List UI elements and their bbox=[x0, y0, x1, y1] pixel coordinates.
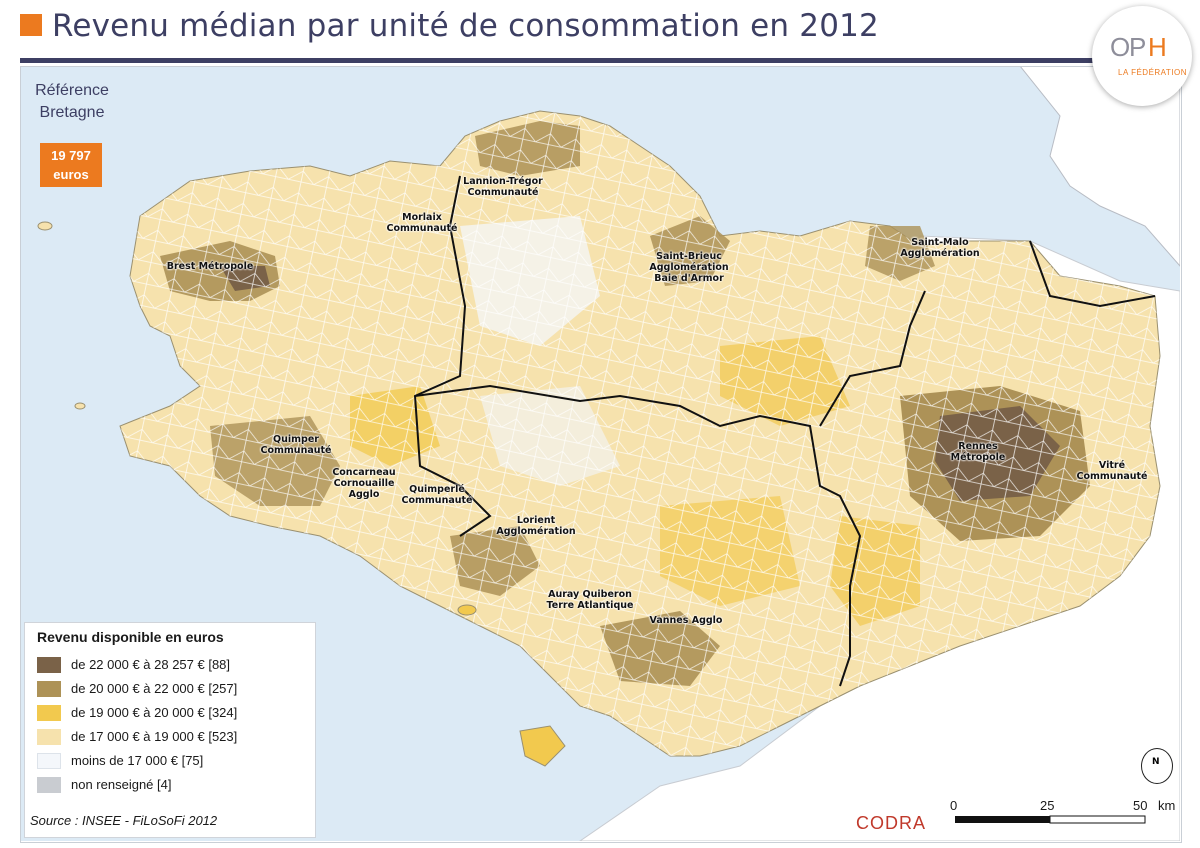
legend-swatch bbox=[37, 657, 61, 673]
legend-swatch bbox=[37, 777, 61, 793]
logo-subtitle: LA FÉDÉRATION bbox=[1118, 68, 1188, 77]
scale-tick-0: 0 bbox=[950, 798, 958, 813]
legend-label: de 20 000 € à 22 000 € [257] bbox=[71, 681, 238, 696]
logo-letter-h: H bbox=[1148, 32, 1167, 62]
reference-label: Référence Bretagne bbox=[24, 80, 120, 124]
title-marker bbox=[20, 14, 42, 36]
map-canvas bbox=[20, 66, 1180, 841]
label-vitre: Vitré Communauté bbox=[1076, 460, 1148, 482]
label-quimperle: Quimperlé Communauté bbox=[401, 484, 473, 506]
label-rennes: Rennes Métropole bbox=[950, 441, 1006, 463]
legend-label: moins de 17 000 € [75] bbox=[71, 753, 204, 768]
reference-unit: euros bbox=[53, 167, 89, 182]
reference-value-badge: 19 797 euros bbox=[40, 143, 102, 187]
map-frame bbox=[20, 66, 1182, 843]
label-saint-brieuc: Saint-Brieuc Agglomération Baie d'Armor bbox=[649, 251, 729, 284]
legend-swatch bbox=[37, 681, 61, 697]
department-border-morbihan bbox=[414, 384, 862, 687]
island-ouessant bbox=[37, 221, 53, 231]
label-lorient: Lorient Agglomération bbox=[496, 515, 576, 537]
scale-unit: km bbox=[1158, 798, 1176, 813]
label-morlaix: Morlaix Communauté bbox=[386, 212, 458, 234]
legend-swatch bbox=[37, 729, 61, 745]
department-border-ille-et-vilaine bbox=[819, 290, 926, 427]
label-saint-malo: Saint-Malo Agglomération bbox=[900, 237, 980, 259]
logo-letter-p: P bbox=[1129, 32, 1147, 62]
title-rule bbox=[20, 58, 1135, 63]
reference-line-1: Référence bbox=[35, 82, 109, 99]
legend-label: de 22 000 € à 28 257 € [88] bbox=[71, 657, 231, 672]
reference-value: 19 797 bbox=[51, 148, 91, 163]
codra-credit: CODRA bbox=[856, 813, 927, 833]
scale-tick-25: 25 bbox=[1040, 798, 1055, 813]
logo-letter-o: O bbox=[1110, 32, 1131, 62]
island-belle-ile bbox=[519, 725, 566, 767]
label-auray: Auray Quiberon Terre Atlantique bbox=[546, 589, 634, 611]
region-border-east bbox=[1029, 240, 1156, 308]
page-title: Revenu médian par unité de consommation … bbox=[52, 8, 879, 44]
label-vannes: Vannes Agglo bbox=[649, 615, 723, 626]
island-sein bbox=[74, 402, 86, 410]
oph-logo: O P H LA FÉDÉRATION bbox=[1092, 6, 1192, 106]
legend-swatch bbox=[37, 705, 61, 721]
scale-bar-segment-2 bbox=[1049, 815, 1146, 824]
north-compass: N bbox=[1141, 748, 1173, 784]
england-coast bbox=[1019, 66, 1180, 267]
legend: Revenu disponible en euros de 22 000 € à… bbox=[24, 622, 316, 838]
legend-label: non renseigné [4] bbox=[71, 777, 172, 792]
legend-title: Revenu disponible en euros bbox=[37, 629, 224, 645]
scale-tick-50: 50 bbox=[1133, 798, 1148, 813]
reference-line-2: Bretagne bbox=[39, 104, 105, 121]
legend-label: de 17 000 € à 19 000 € [523] bbox=[71, 729, 238, 744]
label-brest: Brest Métropole bbox=[166, 261, 254, 272]
label-lannion-tregor: Lannion-Trégor Communauté bbox=[463, 176, 543, 198]
label-quimper: Quimper Communauté bbox=[260, 434, 332, 456]
source-note: Source : INSEE - FiLoSoFi 2012 bbox=[30, 813, 218, 828]
commune-mesh bbox=[120, 111, 1160, 756]
legend-label: de 19 000 € à 20 000 € [324] bbox=[71, 705, 238, 720]
legend-swatch bbox=[37, 753, 61, 769]
north-letter: N bbox=[1152, 757, 1160, 767]
label-concarneau: Concarneau Cornouaille Agglo bbox=[332, 467, 396, 500]
island-groix bbox=[457, 604, 477, 616]
scale-bar-segment-1 bbox=[955, 816, 1050, 823]
